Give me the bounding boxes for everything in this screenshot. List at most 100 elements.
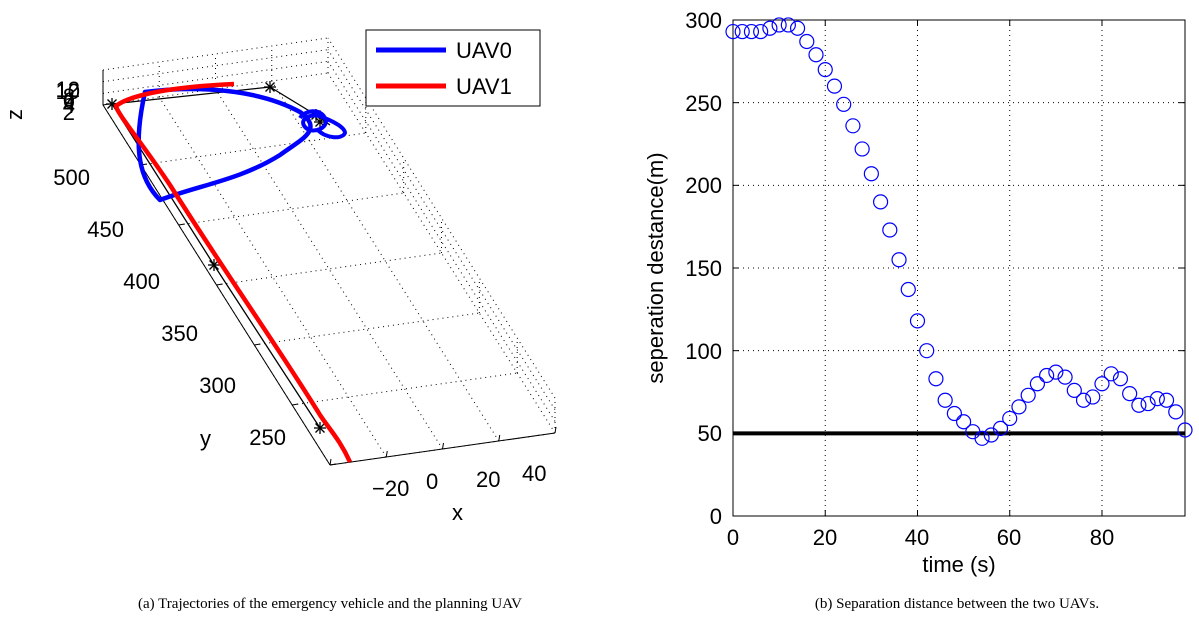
y-tick-label: 300 [199,373,236,398]
y-tick-label: 100 [685,339,722,364]
z-tick-label: 2 [63,100,75,125]
legend: UAV0 UAV1 [365,29,541,107]
star-marker [314,422,326,434]
data-point [1158,392,1175,408]
y-tick-label: 450 [87,217,124,242]
x-axis-label: x [452,500,463,525]
y-tick-mark [292,403,299,406]
data-point [808,47,824,63]
data-point [1020,387,1036,403]
y-axis-label: seperation destance(m) [643,152,668,383]
legend-label-uav0: UAV0 [456,38,512,63]
data-point [1039,367,1055,384]
grid-line-wall [327,37,556,399]
star-stroke [209,260,219,270]
star-stroke [315,423,325,433]
x-tick-label: 20 [813,525,837,550]
x-tick-mark [498,434,501,442]
data-point [780,17,796,33]
data-point [1112,371,1129,387]
y-tick-mark [254,343,261,346]
data-point [1029,376,1046,392]
x-tick-label: 0 [727,525,739,550]
grid-line-wall [102,49,329,83]
uav0-loiter-path [298,109,347,140]
data-point [1057,369,1073,385]
legend-label-uav1: UAV1 [456,74,512,99]
data-point [1177,422,1193,438]
y-tick-label: 250 [249,425,286,450]
z-tick-label: 4 [63,93,75,118]
data-point [799,33,815,50]
y-tick-mark [329,463,337,466]
data-point [928,371,944,387]
data-point [734,23,750,40]
data-point [1168,404,1184,420]
data-point [753,23,769,40]
data-point [992,420,1009,436]
data-point [1011,399,1027,415]
y-tick-label: 0 [710,504,722,529]
data-point [1122,386,1138,402]
x-tick-mark [442,442,444,450]
data-point [863,166,879,182]
z-tick-label: 6 [63,88,75,113]
z-axis-label: z [2,109,27,120]
data-point [854,141,870,157]
data-point [1085,389,1101,405]
x-tick-label: 0 [426,469,438,494]
y-tick-label: 200 [685,173,722,198]
y-axis-label: y [200,426,211,451]
data-point [826,78,843,94]
data-point [909,313,926,329]
data-point [882,222,898,238]
x-tick-label: −20 [372,476,409,501]
y-tick-label: 150 [685,256,722,281]
grid-line-floor [271,80,500,442]
data-point [1140,395,1156,412]
data-point [836,96,852,112]
data-point [1048,364,1064,380]
data-point [891,252,907,268]
grid-line-floor [178,192,404,226]
x-axis-label: time (s) [922,552,995,577]
data-point [1002,410,1018,427]
data-markers [725,17,1193,446]
y-tick-label: 400 [123,269,160,294]
grid-lines [733,20,1185,516]
z-tick-label: 10 [56,79,80,104]
z-tick-label: 8 [63,84,75,109]
data-point [725,23,741,40]
grid-line-wall [102,37,329,71]
y-tick-mark [216,283,223,286]
y-tick-mark [178,223,185,226]
data-point [919,343,935,359]
trajectory-3d-plot: 500 450 400 350 300 250 y −20 0 20 40 x … [2,29,557,612]
x-tick-mark [385,450,388,458]
data-point [789,20,806,36]
x-tick-mark [554,426,557,434]
data-point [1131,397,1147,413]
grid-line-floor [327,72,556,434]
separation-distance-plot: 0 50 100 150 200 250 300 0 20 40 60 80 t… [643,8,1193,612]
uav0-path [136,86,313,203]
grid-line-floor [215,88,443,450]
data-point [762,20,778,36]
data-point [1066,382,1082,398]
z-tick-label: 12 [56,77,80,102]
data-point [817,61,833,78]
data-point [845,118,861,134]
grid-line-floor [254,312,480,346]
legend-box [365,29,541,107]
grid-line-wall [327,49,556,410]
x-tick-label: 60 [997,525,1021,550]
grid-line-floor [216,252,442,286]
y-tick-label: 50 [698,421,722,446]
data-point [1075,392,1092,408]
data-point [974,430,990,446]
data-point [900,281,916,298]
star-marker [264,81,276,93]
data-point [1149,391,1165,407]
z-tick-labels: 12 10 8 6 4 2 [56,77,80,125]
